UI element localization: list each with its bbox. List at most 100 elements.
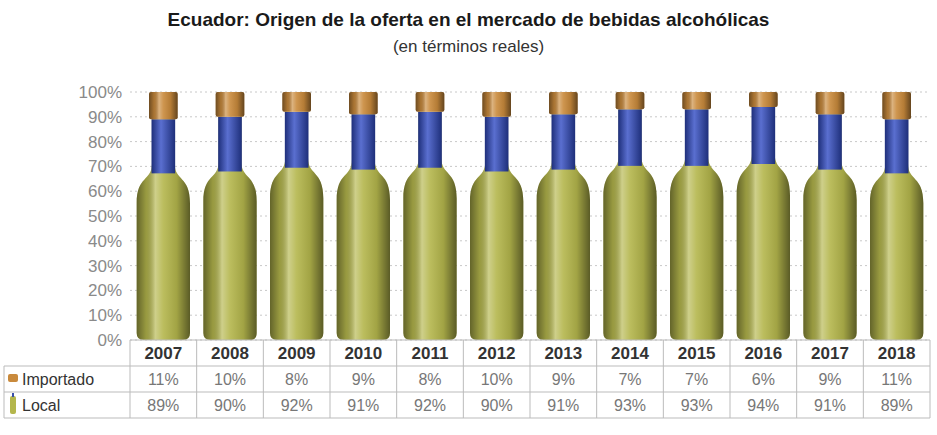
table-rule [4,366,5,418]
table-rule [130,340,131,418]
bottle [870,119,923,340]
cork-shade [882,92,911,119]
bottle-shade [470,117,523,340]
table-rule [530,340,531,418]
bottle [270,112,323,340]
bottle-neck-label [685,109,709,166]
cork [749,92,778,107]
grid-line [130,166,930,167]
bottle [203,117,256,340]
cork [416,92,445,112]
bottle-shade [203,117,256,340]
bottle [670,109,723,340]
y-tick-label: 70% [88,157,122,176]
legend-swatch-neck [12,393,14,397]
data-label: 11% [148,371,179,388]
y-tick-label: 100% [79,83,122,102]
cork [216,92,245,117]
x-tick-label: 2016 [744,344,782,363]
cork [882,92,911,119]
data-table: 2007200820092010201120122013201420152016… [4,340,930,418]
table-rule [863,340,864,418]
bottle [137,119,190,340]
x-tick-label: 2012 [478,344,516,363]
bottle-shade [403,112,456,340]
y-tick-label: 10% [88,306,122,325]
table-rule [930,340,931,418]
table-rule [4,418,930,419]
bottle-shade [737,107,790,340]
cork [282,92,311,112]
bottle [470,117,523,340]
data-label: 10% [481,371,513,388]
cork-shade [216,92,245,117]
data-label: 10% [214,371,246,388]
cork [549,92,578,114]
table-rule [396,340,397,418]
legend-label: Local [22,397,60,414]
table-rule [196,340,197,418]
cork [349,92,378,114]
bottle-shade [337,114,390,340]
bottle-neck-label [618,109,642,166]
bottle-shade [137,119,190,340]
data-label: 7% [685,371,708,388]
x-tick-label: 2014 [611,344,649,363]
data-label: 92% [281,397,313,414]
cork [816,92,845,114]
grid-line [130,141,930,142]
data-label: 9% [352,371,375,388]
bottle-neck-label [885,119,909,173]
bottle [803,114,856,340]
table-rule [4,392,930,393]
bottle [403,112,456,340]
x-tick-label: 2010 [344,344,382,363]
bottle-neck-label [552,114,576,169]
bottle-neck-label [352,114,376,169]
y-tick-label: 30% [88,257,122,276]
subtitle: (en términos reales) [393,37,544,56]
data-label: 8% [418,371,441,388]
data-label: 93% [681,397,713,414]
cork-shade [682,92,711,109]
bottle-shade [870,119,923,340]
legend-label: Importado [22,371,94,388]
bottle-shade [603,109,656,340]
legend-swatch [10,396,16,414]
cork-shade [282,92,311,112]
cork [682,92,711,109]
bottle-shade [537,114,590,340]
y-tick-label: 20% [88,281,122,300]
table-rule [596,340,597,418]
data-label: 9% [552,371,575,388]
cork [616,92,645,109]
title: Ecuador: Origen de la oferta en el merca… [168,9,770,30]
bottle-neck-label [418,112,442,168]
bottle-neck-label [285,112,309,168]
data-label: 91% [347,397,379,414]
x-tick-label: 2009 [278,344,316,363]
legend-entry: Local [10,393,60,414]
cork-shade [416,92,445,112]
x-tick-label: 2015 [678,344,716,363]
bottle-neck-label [152,119,176,173]
data-label: 8% [285,371,308,388]
bottle [603,109,656,340]
data-label: 11% [881,371,912,388]
x-tick-label: 2018 [878,344,916,363]
y-tick-label: 60% [88,182,122,201]
bottle [537,114,590,340]
data-label: 90% [214,397,246,414]
cork [482,92,511,117]
x-tick-label: 2008 [211,344,249,363]
cork-shade [749,92,778,107]
table-rule [730,340,731,418]
x-tick-label: 2013 [544,344,582,363]
table-rule [330,340,331,418]
cork [149,92,178,119]
table-rule [796,340,797,418]
x-tick-label: 2011 [412,344,449,363]
marks [137,92,924,340]
bottle-shade [803,114,856,340]
bottle-neck-label [752,107,776,164]
